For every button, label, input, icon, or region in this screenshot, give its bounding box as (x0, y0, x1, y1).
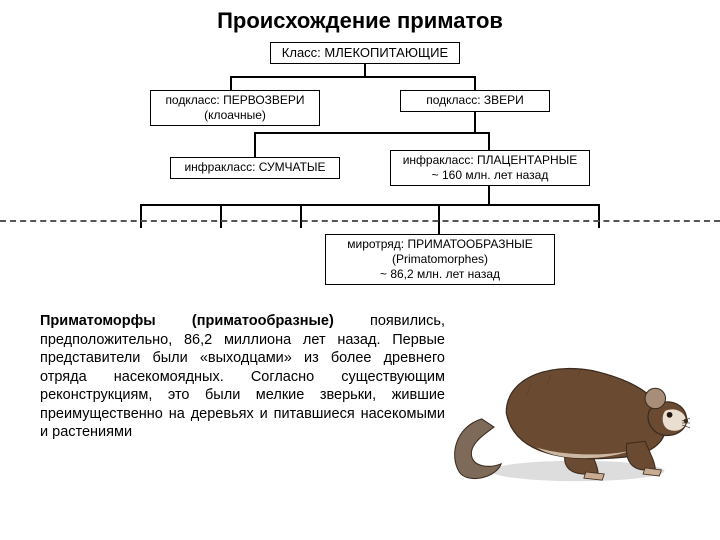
connector-line (364, 64, 366, 76)
connector-line (488, 186, 490, 204)
connector-line (438, 204, 440, 234)
connector-line (140, 204, 600, 206)
paragraph-rest: появились, предположительно, 86,2 миллио… (40, 313, 445, 440)
taxonomy-diagram: Класс: МЛЕКОПИТАЮЩИЕ подкласс: ПЕРВОЗВЕРИ… (80, 42, 640, 292)
node-miro: миротряд: ПРИМАТООБРАЗНЫЕ(Primatomorphes… (325, 234, 555, 285)
connector-line (220, 204, 222, 228)
connector-line (598, 204, 600, 228)
bottom-section: Приматоморфы (приматообразные) появились… (40, 312, 700, 487)
paragraph-bold: Приматоморфы (приматообразные) (40, 313, 334, 329)
connector-line (230, 76, 476, 78)
connector-line (300, 204, 302, 228)
connector-line (474, 76, 476, 90)
primatomorph-illustration (445, 312, 690, 487)
connector-line (474, 112, 476, 132)
connector-line (140, 204, 142, 228)
node-sub2: подкласс: ЗВЕРИ (400, 90, 550, 112)
page-title: Происхождение приматов (0, 0, 720, 34)
node-class: Класс: МЛЕКОПИТАЮЩИЕ (270, 42, 460, 64)
connector-line (254, 132, 256, 157)
connector-line (488, 132, 490, 150)
dashed-era-line (0, 220, 720, 222)
node-sub1: подкласс: ПЕРВОЗВЕРИ(клоачные) (150, 90, 320, 126)
connector-line (254, 132, 490, 134)
description-paragraph: Приматоморфы (приматообразные) появились… (40, 312, 445, 442)
node-inf1: инфракласс: СУМЧАТЫЕ (170, 157, 340, 179)
connector-line (230, 76, 232, 90)
node-inf2: инфракласс: ПЛАЦЕНТАРНЫЕ~ 160 млн. лет н… (390, 150, 590, 186)
